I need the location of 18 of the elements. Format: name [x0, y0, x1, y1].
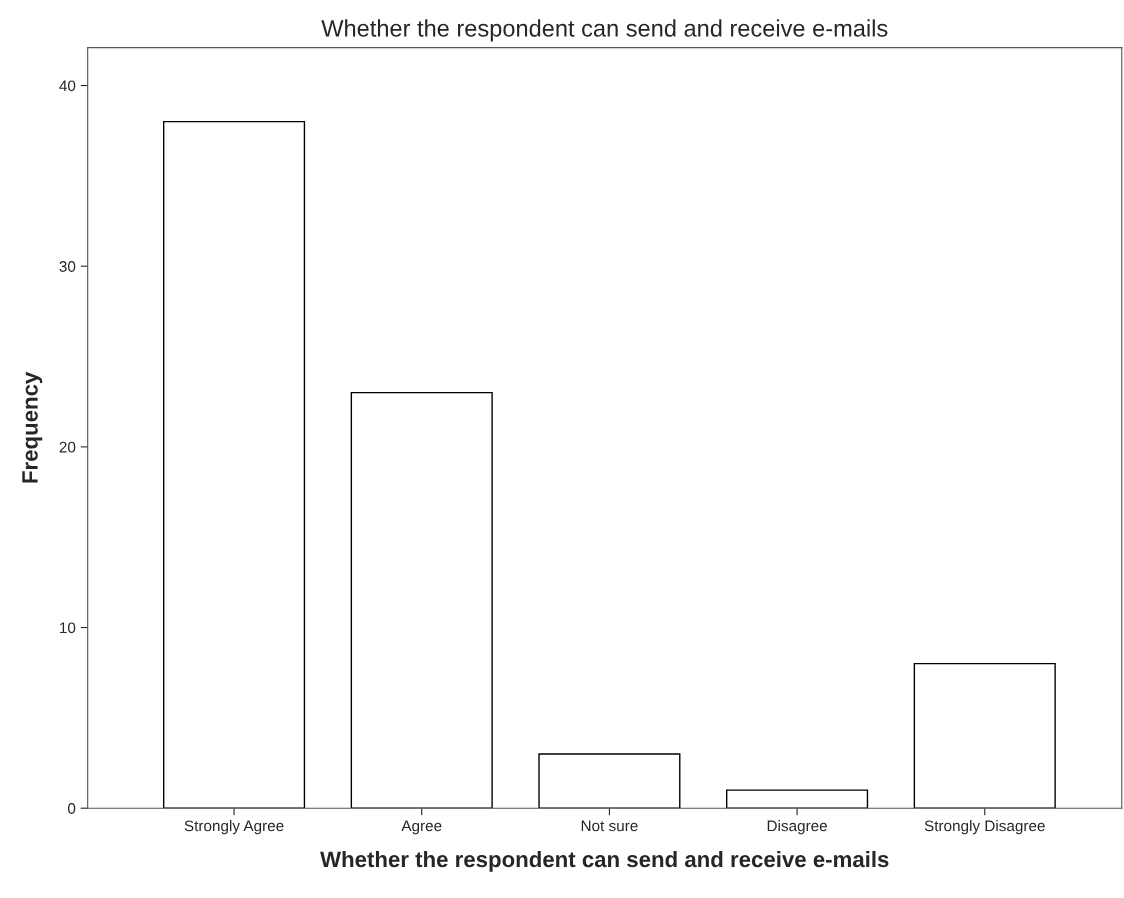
y-tick-label: 30 [59, 261, 76, 272]
chart-title: Whether the respondent can send and receive e-mails [321, 19, 888, 42]
x-tick-label: Not sure [581, 820, 638, 832]
y-axis-title: Frequency [22, 371, 43, 483]
y-tick-label: 40 [59, 80, 76, 92]
x-tick-label: Disagree [767, 820, 827, 835]
x-tick-label: Agree [401, 820, 442, 835]
bar [913, 662, 1056, 809]
bar [350, 391, 493, 809]
x-tick-label: Strongly Disagree [924, 820, 1045, 835]
y-tick-label: 10 [60, 622, 76, 634]
bar [538, 753, 681, 809]
x-axis-title: Whether the respondent can send and receive e-mails [320, 850, 889, 872]
y-tick-label: 0 [67, 803, 76, 814]
bar [726, 789, 869, 809]
x-tick-label: Strongly Agree [184, 820, 284, 835]
bar [162, 120, 306, 809]
y-tick-label: 20 [59, 441, 76, 453]
